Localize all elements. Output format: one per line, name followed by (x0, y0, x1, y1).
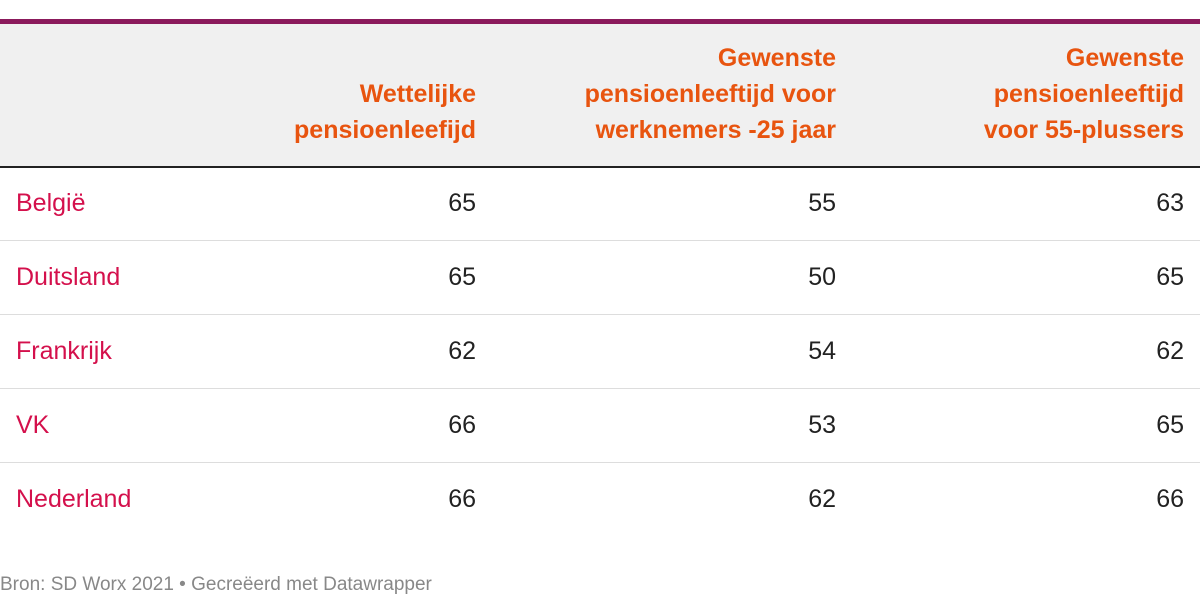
cell-value: 65 (1156, 411, 1184, 439)
cell-value: 63 (1156, 189, 1184, 217)
table-row: Frankrijk 62 54 62 (0, 315, 1200, 389)
cell-value: 62 (448, 337, 476, 365)
column-header: Gewenste pensioenleeftijd voor 55-plusse… (983, 44, 1184, 144)
column-header: Gewenste pensioenleeftijd voor werknemer… (584, 44, 836, 144)
table-row: België 65 55 63 (0, 167, 1200, 241)
cell-value: 62 (808, 485, 836, 513)
row-label: Nederland (16, 485, 132, 513)
row-label: VK (16, 411, 50, 439)
cell-value: 54 (808, 337, 836, 365)
column-header: Wettelijke pensioenleefijd (294, 80, 476, 144)
table-header: Wettelijke pensioenleefijd Gewenste pens… (0, 24, 1200, 168)
cell-value: 62 (1156, 337, 1184, 365)
cell-value: 66 (448, 411, 476, 439)
row-label: België (16, 189, 86, 217)
top-rule (0, 19, 1200, 24)
table-row: VK 66 53 65 (0, 389, 1200, 463)
table-row: Nederland 66 62 66 (0, 463, 1200, 536)
cell-value: 65 (1156, 263, 1184, 291)
cell-value: 66 (1156, 485, 1184, 513)
cell-value: 53 (808, 411, 836, 439)
cell-value: 50 (808, 263, 836, 291)
cell-value: 55 (808, 189, 836, 217)
table-row: Duitsland 65 50 65 (0, 241, 1200, 315)
row-label: Duitsland (16, 263, 121, 291)
row-label: Frankrijk (16, 337, 112, 365)
cell-value: 65 (448, 189, 476, 217)
footer: Bron: SD Worx 2021 • Gecreëerd met Dataw… (0, 574, 432, 595)
cell-value: 66 (448, 485, 476, 513)
cell-value: 65 (448, 263, 476, 291)
